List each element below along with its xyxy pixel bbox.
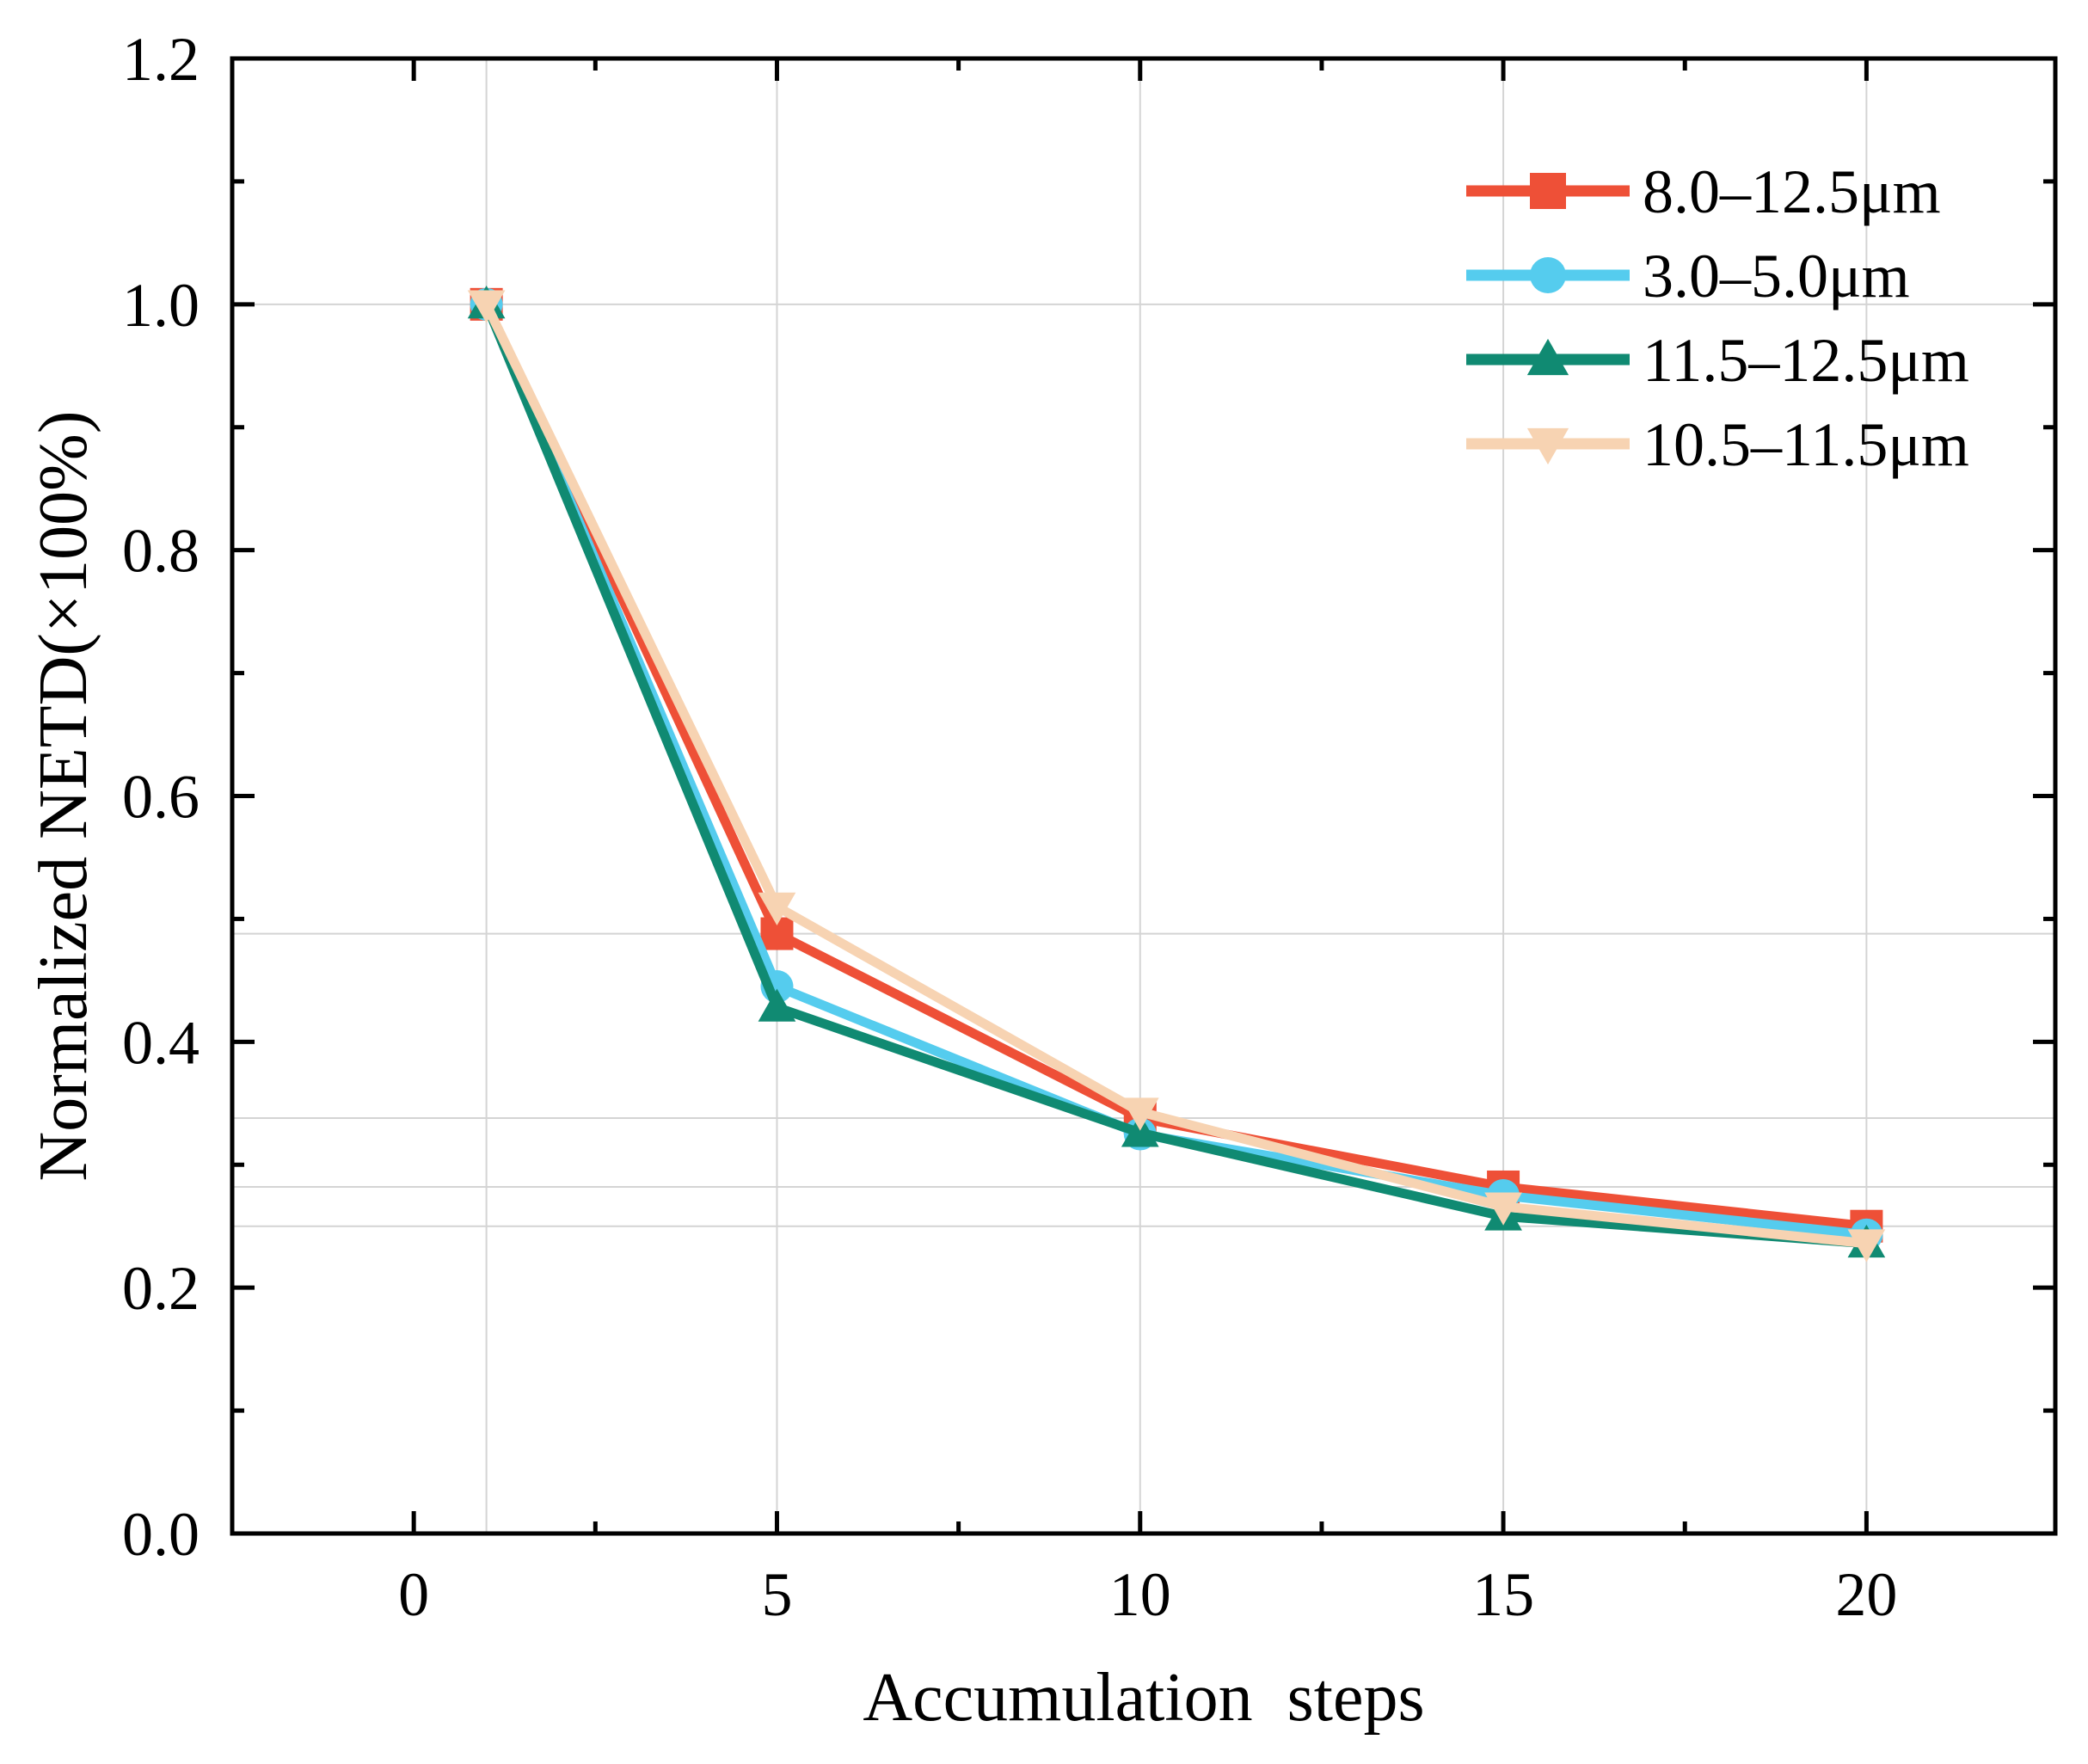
y-tick-label: 1.2 [122, 25, 200, 94]
y-tick-label: 0.8 [122, 517, 200, 586]
y-tick-label: 0.2 [122, 1254, 200, 1323]
legend-swatch-marker [1530, 173, 1566, 209]
legend-entry: 8.0–12.5μm [1466, 157, 1941, 226]
data-point-marker [1847, 1229, 1886, 1263]
legend-label: 3.0–5.0μm [1643, 242, 1910, 310]
legend-entry: 11.5–12.5μm [1466, 326, 1969, 395]
legend-label: 8.0–12.5μm [1643, 157, 1941, 226]
legend-entry: 3.0–5.0μm [1466, 242, 1910, 310]
series-3 [467, 290, 1886, 1263]
data-series [467, 285, 1886, 1263]
data-point-marker [1121, 1097, 1159, 1131]
y-tick-label: 0.4 [122, 1008, 200, 1077]
data-point-marker [467, 290, 506, 323]
legend-label: 10.5–11.5μm [1643, 410, 1969, 479]
data-point-marker [758, 988, 796, 1022]
x-tick-label: 15 [1472, 1560, 1534, 1629]
legend-swatch-marker [1526, 427, 1569, 465]
tick-labels: 0 5 10 15 20 0.0 0.2 0.4 0.6 0.8 1.0 1.2 [122, 25, 1897, 1629]
legend-entry: 10.5–11.5μm [1466, 410, 1969, 479]
data-point-marker [1484, 1192, 1522, 1226]
y-axis-title: Normalized NETD(×100%) [26, 411, 101, 1182]
x-tick-label: 10 [1109, 1560, 1171, 1629]
data-point-marker [758, 892, 796, 925]
legend: 8.0–12.5μm 3.0–5.0μm 11.5–12.5μm 10.5–11.5μ… [1466, 157, 1969, 479]
x-tick-label: 0 [398, 1560, 429, 1629]
x-tick-label: 20 [1835, 1560, 1897, 1629]
x-axis-title: Accumulation steps [863, 1660, 1424, 1736]
x-tick-label: 5 [761, 1560, 792, 1629]
plot-frame [230, 56, 2058, 1536]
y-tick-label: 1.0 [122, 271, 200, 340]
y-tick-label: 0.6 [122, 763, 200, 832]
legend-swatch-marker [1530, 257, 1566, 293]
y-tick-label: 0.0 [122, 1500, 200, 1569]
legend-swatch-marker [1526, 338, 1569, 376]
legend-label: 11.5–12.5μm [1643, 326, 1969, 395]
